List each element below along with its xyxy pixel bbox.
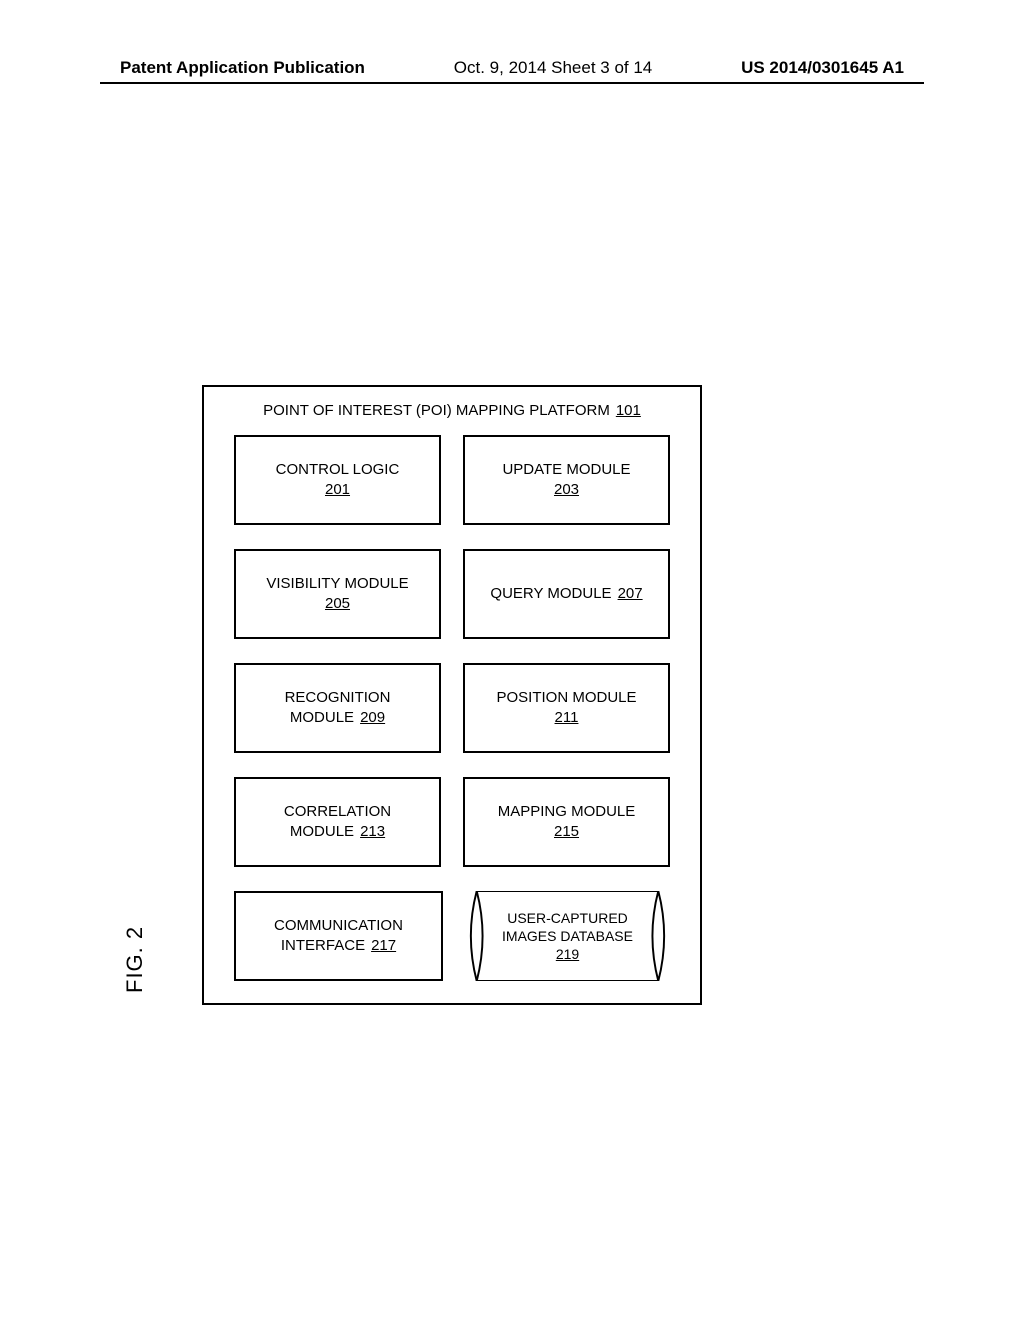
module-name: MAPPING MODULE xyxy=(498,802,636,822)
diagram-container: POINT OF INTEREST (POI) MAPPING PLATFORM… xyxy=(202,385,702,1005)
header-left-text: Patent Application Publication xyxy=(120,58,365,78)
visibility-module-box: VISIBILITY MODULE 205 xyxy=(234,549,441,639)
module-ref: 207 xyxy=(618,584,643,604)
position-module-box: POSITION MODULE 211 xyxy=(463,663,670,753)
communication-interface-box: COMMUNICATION INTERFACE 217 xyxy=(234,891,443,981)
mapping-module-box: MAPPING MODULE 215 xyxy=(463,777,670,867)
module-row: RECOGNITION MODULE 209 POSITION MODULE 2… xyxy=(234,663,670,753)
module-row: CONTROL LOGIC 201 UPDATE MODULE 203 xyxy=(234,435,670,525)
module-row: VISIBILITY MODULE 205 QUERY MODULE 207 xyxy=(234,549,670,639)
module-row: CORRELATION MODULE 213 MAPPING MODULE 21… xyxy=(234,777,670,867)
module-ref: 213 xyxy=(360,822,385,842)
module-name: UPDATE MODULE xyxy=(502,460,630,480)
module-ref: 209 xyxy=(360,708,385,728)
recognition-module-box: RECOGNITION MODULE 209 xyxy=(234,663,441,753)
module-name: POSITION MODULE xyxy=(496,688,636,708)
module-row: COMMUNICATION INTERFACE 217 USER-CAPTURE… xyxy=(234,891,670,981)
page-header: Patent Application Publication Oct. 9, 2… xyxy=(0,58,1024,78)
database-line1: USER-CAPTURED xyxy=(502,909,633,927)
module-ref: 217 xyxy=(371,936,396,956)
database-line2: IMAGES DATABASE xyxy=(502,927,633,945)
module-name-line2: MODULE xyxy=(290,708,354,728)
module-name-line1: RECOGNITION xyxy=(285,688,391,708)
module-ref: 201 xyxy=(325,480,350,500)
module-name-line2: INTERFACE xyxy=(281,936,365,956)
module-name: QUERY MODULE xyxy=(490,584,611,604)
update-module-box: UPDATE MODULE 203 xyxy=(463,435,670,525)
modules-area: CONTROL LOGIC 201 UPDATE MODULE 203 VISI… xyxy=(234,435,670,981)
platform-title-text: POINT OF INTEREST (POI) MAPPING PLATFORM xyxy=(263,402,610,419)
module-name-line1: CORRELATION xyxy=(284,802,391,822)
query-module-box: QUERY MODULE 207 xyxy=(463,549,670,639)
module-name: VISIBILITY MODULE xyxy=(266,574,408,594)
database-ref: 219 xyxy=(502,945,633,963)
figure-label: FIG. 2 xyxy=(122,926,148,993)
module-ref: 215 xyxy=(554,822,579,842)
header-right-text: US 2014/0301645 A1 xyxy=(741,58,904,78)
module-name-line2: MODULE xyxy=(290,822,354,842)
header-rule xyxy=(100,82,924,84)
user-captured-images-database: USER-CAPTURED IMAGES DATABASE 219 xyxy=(465,891,670,981)
correlation-module-box: CORRELATION MODULE 213 xyxy=(234,777,441,867)
platform-title: POINT OF INTEREST (POI) MAPPING PLATFORM… xyxy=(204,402,700,419)
module-name: CONTROL LOGIC xyxy=(276,460,400,480)
header-center-text: Oct. 9, 2014 Sheet 3 of 14 xyxy=(454,58,652,78)
module-name-line1: COMMUNICATION xyxy=(274,916,403,936)
control-logic-box: CONTROL LOGIC 201 xyxy=(234,435,441,525)
platform-title-ref: 101 xyxy=(616,402,641,419)
module-ref: 211 xyxy=(555,708,579,728)
module-ref: 203 xyxy=(554,480,579,500)
module-ref: 205 xyxy=(325,594,350,614)
